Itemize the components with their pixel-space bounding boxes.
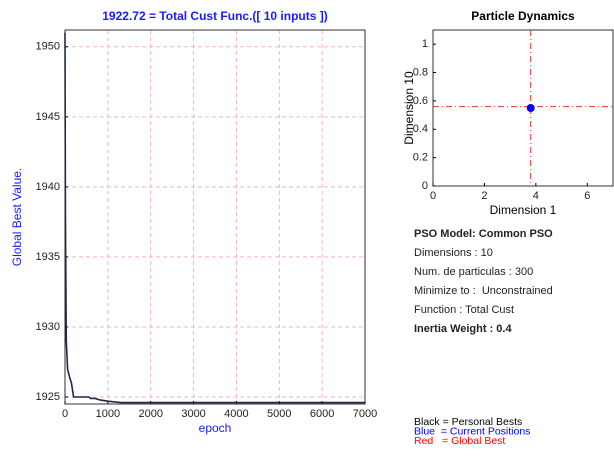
color-note: Blue = Current Positions	[414, 425, 530, 437]
y-tick-label: 1925	[36, 391, 60, 403]
x-tick-label: 4000	[224, 408, 248, 420]
x-tick-label: 5000	[267, 408, 291, 420]
x-tick-label: 2	[481, 190, 487, 202]
x-axis-label: epoch	[199, 421, 232, 435]
x-tick-label: 6000	[310, 408, 334, 420]
y-tick-label: 1950	[36, 41, 60, 53]
y-axis-label: Global Best Value.	[10, 168, 24, 267]
info-line: Dimensions : 10	[414, 247, 493, 259]
info-line: Num. de particulas : 300	[414, 266, 533, 278]
x-tick-label: 4	[533, 190, 539, 202]
axes-box	[432, 29, 614, 187]
info-line: Inertia Weight : 0.4	[414, 323, 512, 335]
y-tick-label: 1940	[36, 181, 60, 193]
x-tick-label: 0	[62, 408, 68, 420]
x-axis-label: Dimension 1	[490, 203, 557, 217]
info-line: Function : Total Cust	[414, 304, 514, 316]
color-note: Red = Global Best	[414, 435, 505, 447]
x-tick-label: 3000	[181, 408, 205, 420]
best-value-line	[64, 32, 365, 404]
info-line: Minimize to : Unconstrained	[414, 285, 553, 297]
chart-title: Particle Dynamics	[471, 9, 575, 23]
y-tick-label: 0.6	[413, 95, 428, 107]
x-tick-label: 0	[430, 190, 436, 202]
y-axis-label: Dimension 10	[402, 71, 416, 145]
y-tick-label: 1	[422, 38, 428, 50]
y-tick-label: 1935	[36, 251, 60, 263]
color-note: Black = Personal Bests	[414, 416, 522, 428]
y-tick-label: 0.4	[413, 123, 428, 135]
y-tick-label: 0	[422, 180, 428, 192]
x-tick-label: 1000	[96, 408, 120, 420]
y-tick-label: 1945	[36, 111, 60, 123]
particle	[526, 104, 535, 112]
y-tick-label: 0.2	[413, 152, 428, 164]
x-tick-label: 7000	[353, 408, 377, 420]
info-line: PSO Model: Common PSO	[414, 228, 553, 240]
plot-area	[433, 30, 613, 186]
y-tick-label: 1930	[36, 321, 60, 333]
x-tick-label: 6	[584, 190, 590, 202]
plot-area	[65, 30, 365, 404]
chart-title: 1922.72 = Total Cust Func.([ 10 inputs ]…	[102, 9, 328, 23]
y-tick-label: 0.8	[413, 66, 428, 78]
x-tick-label: 2000	[138, 408, 162, 420]
